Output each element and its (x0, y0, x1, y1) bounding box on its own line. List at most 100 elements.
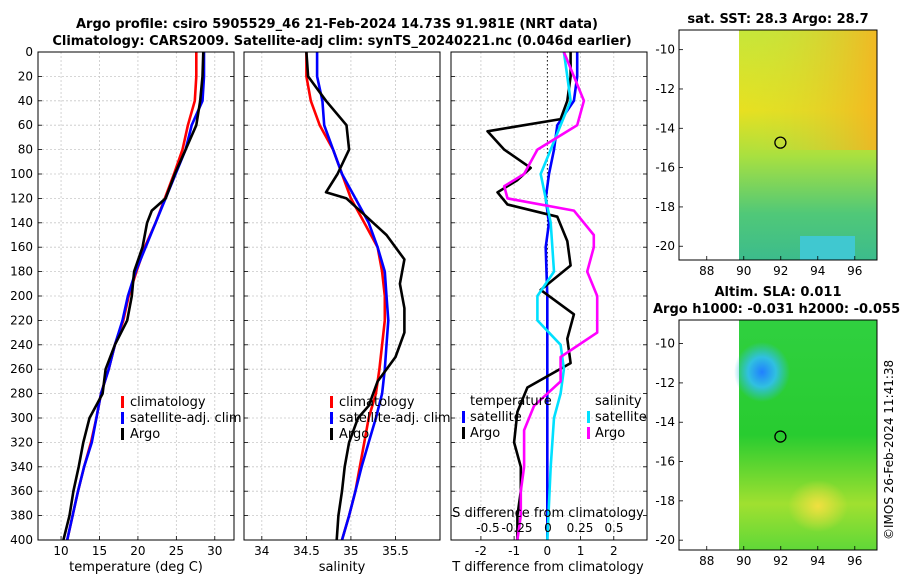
depth-tick-label: 180 (10, 265, 33, 279)
x-tick-label: 2 (610, 544, 618, 558)
map-y-tick-label: -12 (655, 82, 675, 96)
salinity-diff-tick-label: -0.25 (501, 521, 532, 535)
sst-map-border (678, 29, 878, 261)
legend-title-temperature: temperature (470, 394, 552, 409)
salinity-diff-tick-label: 0.25 (567, 521, 594, 535)
depth-tick-label: 60 (18, 118, 33, 132)
plot-border (243, 51, 441, 541)
salinity-difference-ticks: -0.5 -0.25 0 0.25 0.5 (476, 521, 623, 535)
sla-high-anomaly (788, 480, 848, 532)
x-tick-label: 34.5 (293, 544, 320, 558)
map-y-tick-label: -14 (655, 415, 675, 429)
map-y-tick-label: -10 (655, 43, 675, 57)
temperature-difference-axis-label: T difference from climatology (451, 560, 644, 575)
legend-swatch-s-satellite (587, 411, 590, 423)
depth-tick-label: 300 (10, 411, 33, 425)
map-x-tick-label: 96 (847, 554, 862, 568)
depth-tick-label: 100 (10, 167, 33, 181)
map-x-tick-label: 88 (699, 264, 714, 278)
depth-tick-label: 340 (10, 460, 33, 474)
depth-tick-label: 260 (10, 362, 33, 376)
legend-label-t-satellite: satellite (470, 410, 522, 425)
legend-label-climatology: climatology (130, 395, 206, 410)
series-line-argo (62, 52, 205, 540)
depth-tick-label: 20 (18, 69, 33, 83)
depth-tick-label: 0 (25, 45, 33, 59)
series-line-salinity-argo (502, 52, 599, 540)
legend-swatch-satellite (121, 412, 124, 424)
series-line-satellite-adj-clim (65, 52, 206, 540)
legend-swatch-s-argo (587, 427, 590, 439)
map-y-tick-label: -14 (655, 121, 675, 135)
argo-location-marker (774, 430, 787, 443)
depth-tick-label: 240 (10, 338, 33, 352)
imos-timestamp: ©IMOS 26-Feb-2024 11:41:38 (882, 360, 896, 540)
sla-map-subtitle: Argo h1000: -0.031 h2000: -0.055 (653, 302, 900, 317)
depth-tick-label: 320 (10, 435, 33, 449)
salinity-diff-tick-label: -0.5 (476, 521, 499, 535)
sla-map: 88 90 92 94 96 -10 -12 -14 -16 -18 -20 (655, 319, 878, 568)
x-tick-label: 10 (53, 544, 68, 558)
salinity-profile-panel: 34 34.5 35 35.5 (243, 51, 441, 558)
legend-swatch-climatology (121, 396, 124, 408)
series-line-salinity-satellite (536, 52, 572, 540)
temperature-profile-panel: 10 15 20 25 30 (37, 51, 235, 558)
depth-axis-labels: 0 20 40 60 80 100 120 140 160 180 200 220 240 260 280 3… (10, 45, 33, 547)
salinity-difference-axis-label: S difference from climatology (452, 506, 644, 521)
x-tick-label: 35.5 (382, 544, 409, 558)
temperature-axis-label: temperature (deg C) (69, 560, 203, 575)
map-y-tick-label: -10 (655, 337, 675, 351)
depth-tick-label: 140 (10, 216, 33, 230)
map-x-tick-label: 96 (847, 264, 862, 278)
series-line-climatology (305, 52, 387, 540)
legend-label-satellite: satellite-adj. clim (130, 411, 242, 426)
depth-tick-label: 200 (10, 289, 33, 303)
temperature-legend: climatology satellite-adj. clim Argo (121, 395, 242, 442)
map-x-tick-label: 92 (773, 264, 788, 278)
depth-tick-label: 40 (18, 94, 33, 108)
x-tick-label: 15 (92, 544, 107, 558)
x-tick-label: -1 (508, 544, 520, 558)
map-y-tick-label: -16 (655, 161, 675, 175)
depth-tick-label: 80 (18, 143, 33, 157)
legend-label-satellite: satellite-adj. clim (339, 411, 451, 426)
depth-tick-label: 400 (10, 533, 33, 547)
sla-map-border (678, 319, 878, 551)
legend-label-argo: Argo (130, 427, 160, 442)
legend-label-s-argo: Argo (595, 426, 625, 441)
legend-swatch-t-argo (462, 427, 465, 439)
series-line-satellite-adj-clim (315, 52, 390, 540)
map-x-tick-label: 92 (773, 554, 788, 568)
salinity-legend: climatology satellite-adj. clim Argo (330, 395, 451, 442)
legend-label-argo: Argo (339, 427, 369, 442)
series-line-temperature-argo (486, 52, 576, 540)
legend-label-climatology: climatology (339, 395, 415, 410)
map-y-tick-label: -16 (655, 455, 675, 469)
depth-tick-label: 120 (10, 191, 33, 205)
map-x-tick-label: 94 (810, 264, 825, 278)
plot-border (37, 51, 235, 541)
x-tick-label: 25 (169, 544, 184, 558)
depth-tick-label: 360 (10, 484, 33, 498)
x-tick-label: 20 (130, 544, 145, 558)
salinity-diff-tick-label: 0.5 (604, 521, 623, 535)
depth-tick-label: 220 (10, 313, 33, 327)
x-tick-label: 35 (343, 544, 358, 558)
salinity-diff-tick-label: 0 (544, 521, 552, 535)
difference-legend-salinity: salinity satellite Argo (587, 394, 647, 441)
plot-border (450, 51, 648, 541)
depth-tick-label: 280 (10, 387, 33, 401)
legend-title-salinity: salinity (595, 394, 642, 409)
map-y-tick-label: -12 (655, 376, 675, 390)
legend-swatch-argo (330, 428, 333, 440)
legend-label-t-argo: Argo (470, 426, 500, 441)
map-x-tick-label: 94 (810, 554, 825, 568)
sst-map: 88 90 92 94 96 -10 -12 -14 -16 -18 -20 (655, 29, 878, 278)
sla-map-ticks: 88 90 92 94 96 -10 -12 -14 -16 -18 -20 (655, 337, 862, 568)
legend-swatch-argo (121, 428, 124, 440)
difference-profile-panel: -2 -1 0 1 2 (450, 51, 648, 558)
x-tick-label: -2 (475, 544, 487, 558)
difference-legend-temperature: temperature satellite Argo (462, 394, 552, 441)
depth-tick-label: 380 (10, 509, 33, 523)
sst-cool-patch (800, 236, 855, 260)
